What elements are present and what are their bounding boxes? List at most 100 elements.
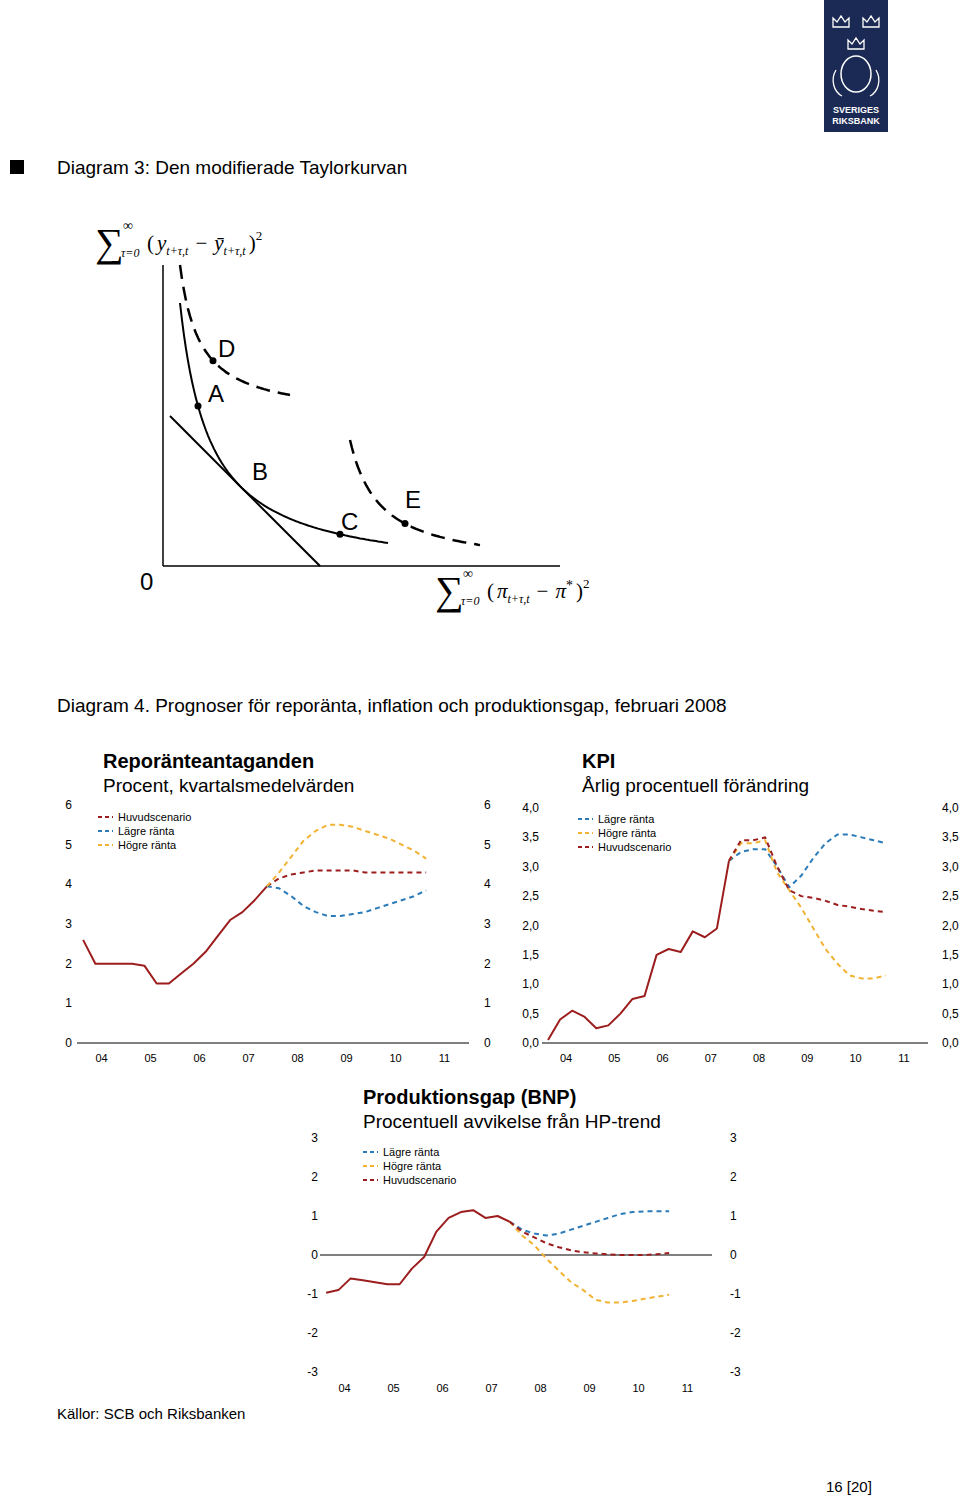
formula-part: * [566, 578, 573, 593]
series-line [510, 1211, 669, 1235]
y2-tick-label: 3 [484, 917, 491, 931]
legend-label: Lägre ränta [598, 813, 655, 825]
chart: KPIÅrlig procentuell förändring0,00,51,0… [522, 750, 959, 1064]
legend-label: Högre ränta [598, 827, 657, 839]
y2-tick-label: 1 [730, 1209, 737, 1223]
y-tick-label: 2,0 [522, 919, 539, 933]
y-tick-label: 0,5 [522, 1007, 539, 1021]
x-tick-label: 08 [291, 1052, 303, 1064]
series-line [510, 1222, 669, 1255]
y-tick-label: -2 [307, 1326, 318, 1340]
y2-tick-label: -3 [730, 1365, 741, 1379]
y-tick-label: -1 [307, 1287, 318, 1301]
zero-line [77, 1042, 469, 1043]
formula-part: − [195, 231, 207, 255]
tangent-line [170, 416, 320, 566]
y2-tick-label: 0 [730, 1248, 737, 1262]
indifference-curve [180, 303, 388, 543]
logo-background [824, 0, 888, 132]
formula: ∑∞τ=0(yt+τ,t−ȳt+τ,t)2 [95, 218, 262, 265]
x-tick-label: 11 [898, 1052, 909, 1064]
x-tick-label: 06 [657, 1052, 669, 1064]
x-tick-label: 05 [387, 1382, 399, 1394]
point [210, 357, 217, 364]
y-tick-label: 0,0 [522, 1036, 539, 1050]
y-tick-label: 2 [311, 1170, 318, 1184]
plot-area [326, 1210, 669, 1302]
legend-swatch [578, 818, 593, 820]
legend-label: Huvudscenario [598, 841, 671, 853]
y-tick-label: 6 [65, 798, 72, 812]
x-tick-label: 05 [608, 1052, 620, 1064]
y2-tick-label: 3,5 [942, 830, 959, 844]
point [195, 402, 202, 409]
y2-tick-label: 1,0 [942, 977, 959, 991]
chart-title: Reporänteantaganden [103, 750, 314, 772]
formula-part: ȳ [212, 231, 224, 255]
y2-tick-label: 0 [484, 1036, 491, 1050]
x-tick-label: 04 [95, 1052, 107, 1064]
x-tick-label: 10 [389, 1052, 401, 1064]
x-tick-label: 07 [705, 1052, 717, 1064]
y2-tick-label: 3 [730, 1131, 737, 1145]
y-tick-label: 3,5 [522, 830, 539, 844]
y2-tick-label: -2 [730, 1326, 741, 1340]
x-tick-label: 09 [583, 1382, 595, 1394]
x-tick-label: 06 [193, 1052, 205, 1064]
legend-label: Huvudscenario [118, 811, 191, 823]
x-tick-label: 07 [485, 1382, 497, 1394]
formula-lower: τ=0 [121, 246, 139, 260]
legend-label: Lägre ränta [383, 1146, 440, 1158]
formula-part: 2 [583, 576, 590, 591]
y-tick-label: -3 [307, 1365, 318, 1379]
legend-swatch [578, 846, 593, 848]
y-tick-label: 1 [65, 996, 72, 1010]
legend: HuvudscenarioLägre räntaHögre ränta [98, 811, 191, 851]
y2-tick-label: 4,0 [942, 801, 959, 815]
y-tick-label: 0 [65, 1036, 72, 1050]
taylor-diagram: 0DABCE∑∞τ=0(yt+τ,t−ȳt+τ,t)2∑∞τ=0(πt+τ,t−… [95, 218, 589, 613]
page: SVERIGESRIKSBANKDiagram 3: Den modifiera… [0, 0, 960, 1497]
legend-label: Högre ränta [118, 839, 177, 851]
logo-shield [841, 56, 871, 92]
y-tick-label: 3 [65, 917, 72, 931]
formula-sum: ∑ [95, 220, 124, 265]
formula-lower: τ=0 [461, 594, 479, 608]
formula-part: π [497, 579, 508, 603]
plot-area [83, 825, 426, 984]
x-tick-label: 05 [144, 1052, 156, 1064]
plot-area [548, 834, 886, 1040]
formula-part: π [555, 579, 566, 603]
x-tick-label: 11 [439, 1052, 450, 1064]
y2-tick-label: 2 [484, 957, 491, 971]
legend-label: Högre ränta [383, 1160, 442, 1172]
series-line [83, 886, 267, 983]
point-label: B [252, 458, 268, 485]
logo-crown [833, 16, 849, 27]
logo-crown [848, 38, 864, 49]
page-number: 16 [20] [826, 1478, 872, 1495]
y-tick-label: 2,5 [522, 889, 539, 903]
chart-subtitle: Procentuell avvikelse från HP-trend [363, 1111, 661, 1132]
series-line [729, 837, 886, 912]
legend-swatch [578, 832, 593, 834]
y-tick-label: 1 [311, 1209, 318, 1223]
x-tick-label: 08 [534, 1382, 546, 1394]
x-tick-label: 11 [682, 1382, 693, 1394]
point-label: D [218, 335, 235, 362]
formula-body: (yt+τ,t−ȳt+τ,t)2 [147, 228, 262, 258]
origin-label: 0 [140, 568, 153, 595]
x-tick-label: 07 [242, 1052, 254, 1064]
series-line [267, 825, 426, 886]
point-label: C [341, 508, 358, 535]
logo-crown [863, 16, 879, 27]
x-tick-label: 09 [340, 1052, 352, 1064]
x-tick-label: 04 [338, 1382, 350, 1394]
source: Källor: SCB och Riksbanken [57, 1405, 245, 1422]
logo-text: RIKSBANK [832, 116, 880, 126]
legend: Lägre ränta Högre ränta Huvudscenario [578, 813, 671, 853]
logo-text: SVERIGES [833, 105, 879, 115]
x-tick-label: 10 [632, 1382, 644, 1394]
bullet [10, 160, 24, 174]
formula: ∑∞τ=0(πt+τ,t−π*)2 [435, 566, 589, 613]
